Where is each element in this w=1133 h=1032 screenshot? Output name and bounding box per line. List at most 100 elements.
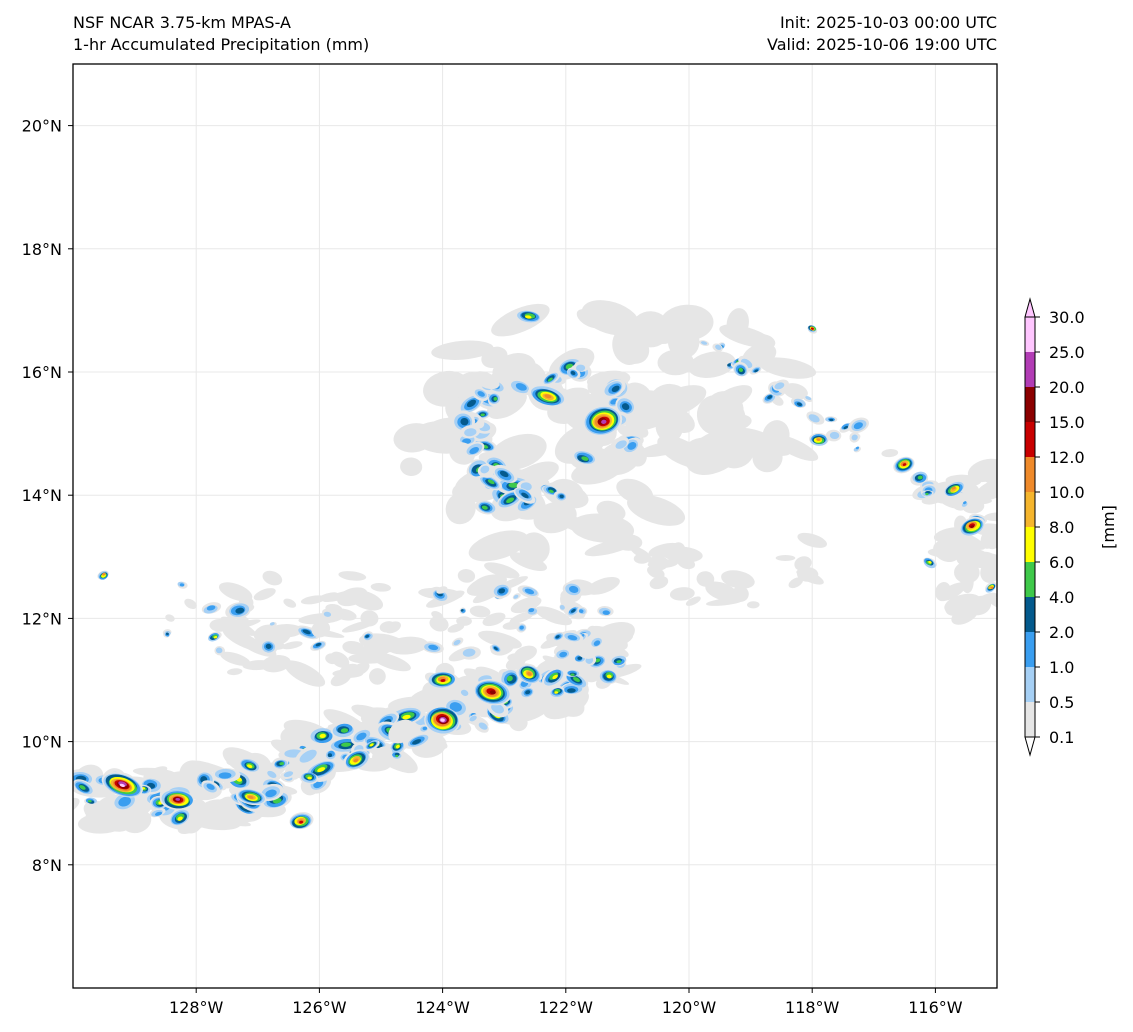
precip-level-7 <box>102 573 106 576</box>
precip-cell <box>163 631 171 638</box>
precip-level-4 <box>506 497 515 504</box>
light-precip-area <box>685 429 746 475</box>
colorbar-segment-7 <box>1025 457 1035 492</box>
light-precip-area <box>638 440 690 458</box>
precip-level-2 <box>627 441 637 450</box>
light-precip-area <box>788 577 804 589</box>
precip-cell <box>351 727 375 745</box>
precip-cell <box>567 605 581 617</box>
light-precip-area <box>431 340 494 360</box>
precip-level-7 <box>247 795 254 799</box>
light-precip-area <box>705 597 744 606</box>
precip-level-2 <box>449 702 462 712</box>
precip-cell <box>272 757 289 769</box>
light-precip-area <box>616 478 654 505</box>
precip-level-3 <box>754 369 759 373</box>
light-precip-area <box>281 641 303 650</box>
precip-cell <box>342 749 370 770</box>
light-precip-area <box>509 552 548 572</box>
precip-level-2 <box>515 383 527 391</box>
precip-level-3 <box>727 363 732 367</box>
precip-cell <box>598 668 619 685</box>
colorbar-tick-label: 0.5 <box>1049 693 1074 712</box>
precipitation-field <box>73 300 997 834</box>
precip-level-4 <box>547 377 553 382</box>
precip-level-7 <box>544 394 552 399</box>
light-precip-area <box>576 309 603 329</box>
precip-cell <box>577 606 588 616</box>
light-precip-area <box>447 623 465 633</box>
precip-level-3 <box>767 395 773 400</box>
precip-cell <box>512 593 521 600</box>
light-precip-area <box>496 396 519 415</box>
precip-cell <box>551 631 565 642</box>
colorbar: 0.1 0.5 1.0 2.0 4.0 6.0 8.0 10.0 12.0 15.0 20.0 25.… <box>1024 297 1118 757</box>
precip-cell <box>471 388 489 401</box>
precip-cell <box>265 768 281 781</box>
precip-cell <box>236 788 267 806</box>
precip-level-4 <box>581 456 589 461</box>
precip-cell <box>508 378 534 396</box>
precip-level-2 <box>477 391 485 397</box>
lat-tick-label: 8°N <box>32 856 62 875</box>
precip-level-4 <box>548 489 554 493</box>
precip-level-2 <box>154 811 163 816</box>
precip-cell <box>421 641 444 654</box>
precip-level-2 <box>422 726 428 731</box>
precip-level-2 <box>265 789 277 798</box>
light-precip-area <box>685 596 701 606</box>
precip-cell <box>165 614 175 622</box>
colorbar-tick-label: 1.0 <box>1049 658 1074 677</box>
precip-level-1 <box>453 639 461 646</box>
light-precip-area <box>370 652 411 672</box>
precip-cell <box>553 490 567 501</box>
precip-cell <box>516 310 544 324</box>
precip-level-1 <box>715 344 722 350</box>
precip-cell <box>608 655 627 667</box>
precip-level-1 <box>491 703 504 714</box>
precip-level-3 <box>499 470 509 478</box>
precip-cell <box>451 637 464 647</box>
precip-cell <box>269 622 277 628</box>
light-precip-area <box>535 606 573 626</box>
light-precip-area <box>218 582 253 602</box>
precip-level-3 <box>327 753 333 758</box>
light-precip-area <box>975 478 997 501</box>
precip-cell <box>364 740 380 751</box>
precip-cell <box>474 721 489 733</box>
light-precip-area <box>705 581 738 601</box>
header-right: Init: 2025-10-03 00:00 UTC Valid: 2025-1… <box>767 12 997 56</box>
lat-tick-label: 20°N <box>22 117 62 136</box>
light-precip-area <box>772 435 819 461</box>
light-precip-area <box>507 653 529 663</box>
colorbar-tick-label: 25.0 <box>1049 343 1085 362</box>
precip-level-0 <box>429 616 449 632</box>
precip-cell <box>554 649 572 662</box>
lon-tick-label: 118°W <box>785 998 840 1017</box>
precip-cell <box>299 772 319 785</box>
colorbar-tick-label: 8.0 <box>1049 518 1074 537</box>
colorbar-segment-10 <box>1025 352 1035 387</box>
precip-cell <box>97 570 109 580</box>
precip-level-9 <box>970 525 975 528</box>
precip-level-5 <box>524 315 532 319</box>
precip-cell <box>487 393 502 407</box>
precip-level-8 <box>440 679 446 682</box>
precip-cell <box>177 581 188 589</box>
precip-level-5 <box>307 776 312 780</box>
lat-tick-label: 14°N <box>22 486 62 505</box>
precip-cell <box>733 361 749 377</box>
light-precip-area <box>341 619 377 633</box>
precip-level-0 <box>311 620 331 638</box>
light-precip-area <box>132 767 176 778</box>
precip-level-2 <box>524 588 535 595</box>
precip-cell <box>456 616 472 626</box>
precip-cell <box>295 744 323 766</box>
precip-level-4 <box>917 475 923 480</box>
precip-cell <box>467 714 480 724</box>
precip-cell <box>603 379 626 399</box>
precip-cell <box>478 473 503 491</box>
precip-level-7 <box>816 438 821 441</box>
precip-level-1 <box>851 434 858 441</box>
precip-cell <box>372 746 393 764</box>
